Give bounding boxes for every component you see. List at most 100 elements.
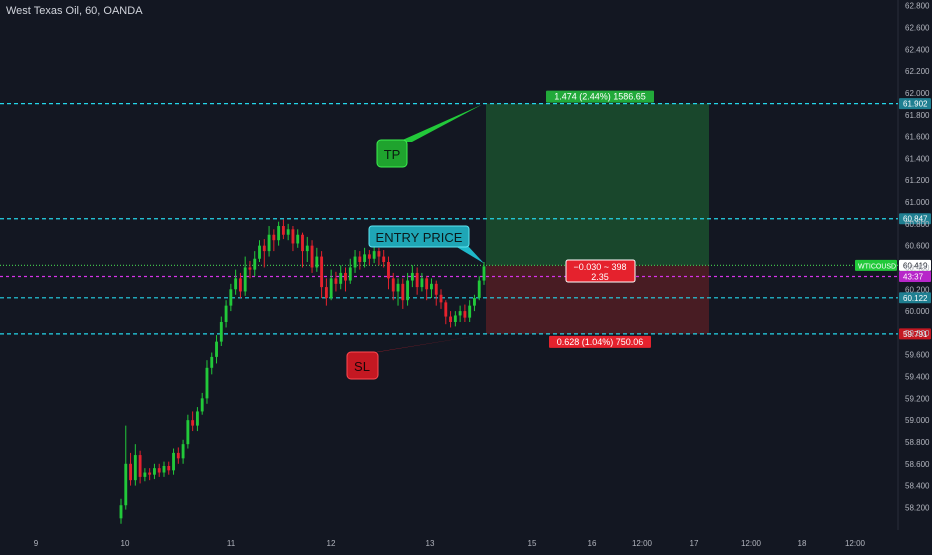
candle[interactable] <box>406 272 410 306</box>
candle[interactable] <box>396 278 400 306</box>
candle[interactable] <box>186 414 190 449</box>
candle[interactable] <box>434 280 438 306</box>
candle[interactable] <box>253 251 257 277</box>
candle[interactable] <box>344 267 347 292</box>
candle[interactable] <box>153 463 156 480</box>
candle[interactable] <box>229 283 233 312</box>
candle[interactable] <box>453 311 457 327</box>
candle[interactable] <box>148 468 152 481</box>
tp-callout-pointer <box>398 104 482 142</box>
candle[interactable] <box>301 232 304 268</box>
candle[interactable] <box>124 425 128 510</box>
candle[interactable] <box>191 411 195 432</box>
candle[interactable] <box>167 461 171 475</box>
candle[interactable] <box>415 267 419 295</box>
candle-body <box>205 367 209 399</box>
candle-body <box>229 289 233 306</box>
candle[interactable] <box>367 250 371 266</box>
candle-body <box>444 302 448 317</box>
candle[interactable] <box>238 272 242 299</box>
candle[interactable] <box>329 269 333 301</box>
candle[interactable] <box>172 448 175 475</box>
candle[interactable] <box>334 271 338 292</box>
candle[interactable] <box>234 269 238 295</box>
candle[interactable] <box>248 260 252 279</box>
candle[interactable] <box>215 335 218 364</box>
candle[interactable] <box>119 498 123 524</box>
candle[interactable] <box>348 258 352 284</box>
candle[interactable] <box>176 447 180 464</box>
candle-body <box>200 398 204 412</box>
candle[interactable] <box>482 262 486 285</box>
candle-body <box>129 463 132 481</box>
candle[interactable] <box>425 276 429 301</box>
upper-level-price-label: 60.847 <box>903 215 928 224</box>
candle[interactable] <box>477 276 481 301</box>
candle[interactable] <box>382 250 386 268</box>
candle[interactable] <box>277 221 281 246</box>
candle-body <box>401 283 405 301</box>
candle[interactable] <box>358 251 362 270</box>
candle[interactable] <box>281 219 285 240</box>
candle-body <box>363 254 367 263</box>
candle-body <box>215 341 218 357</box>
candle[interactable] <box>363 247 367 268</box>
candle[interactable] <box>133 444 137 486</box>
candle[interactable] <box>129 452 132 486</box>
price-tick-label: 60.800 <box>905 220 930 229</box>
candle[interactable] <box>372 245 376 264</box>
tp-callout[interactable] <box>376 139 408 168</box>
lower-level-price-label: 60.122 <box>903 294 928 303</box>
price-tick-label: 59.000 <box>905 416 930 425</box>
candle[interactable] <box>320 251 324 299</box>
candle[interactable] <box>401 278 405 309</box>
candle[interactable] <box>219 316 223 346</box>
candle[interactable] <box>449 311 452 328</box>
entry-callout[interactable] <box>368 225 470 248</box>
candle[interactable] <box>473 294 476 312</box>
candle[interactable] <box>286 223 290 241</box>
candle[interactable] <box>315 247 319 272</box>
candle[interactable] <box>420 272 424 292</box>
candle[interactable] <box>463 304 467 323</box>
time-axis: 9 10 11 12 13 15 16 12:00 17 12:00 18 12:00 <box>34 539 866 548</box>
candle[interactable] <box>324 278 328 306</box>
candle[interactable] <box>224 300 228 328</box>
candle-body <box>143 472 147 477</box>
candle[interactable] <box>200 392 204 415</box>
candle[interactable] <box>353 250 357 273</box>
candle[interactable] <box>157 463 161 477</box>
candle[interactable] <box>195 407 199 432</box>
candle[interactable] <box>430 278 433 299</box>
candle[interactable] <box>262 239 266 268</box>
candle[interactable] <box>296 229 300 248</box>
candle[interactable] <box>377 247 381 266</box>
candle[interactable] <box>291 226 295 252</box>
candle-body <box>453 315 457 323</box>
candle[interactable] <box>138 450 142 484</box>
candle[interactable] <box>258 240 261 263</box>
candle[interactable] <box>143 468 147 482</box>
candle[interactable] <box>162 461 166 477</box>
candle[interactable] <box>272 229 276 252</box>
candle[interactable] <box>391 272 395 301</box>
candle[interactable] <box>458 305 462 323</box>
candle[interactable] <box>243 256 247 296</box>
candle[interactable] <box>267 226 271 257</box>
candle[interactable] <box>305 236 309 263</box>
candle[interactable] <box>387 256 390 290</box>
candle[interactable] <box>181 439 185 464</box>
candle[interactable] <box>439 289 443 309</box>
candle[interactable] <box>410 265 414 288</box>
candle[interactable] <box>444 300 448 325</box>
candle[interactable] <box>210 352 214 375</box>
candle[interactable] <box>468 300 472 323</box>
sl-callout[interactable] <box>346 351 379 380</box>
price-tick-label: 58.800 <box>905 438 930 447</box>
candle[interactable] <box>339 265 343 290</box>
candle[interactable] <box>205 360 209 404</box>
price-tick-label: 59.800 <box>905 329 930 338</box>
candle-body <box>258 245 261 259</box>
candle[interactable] <box>310 240 314 273</box>
